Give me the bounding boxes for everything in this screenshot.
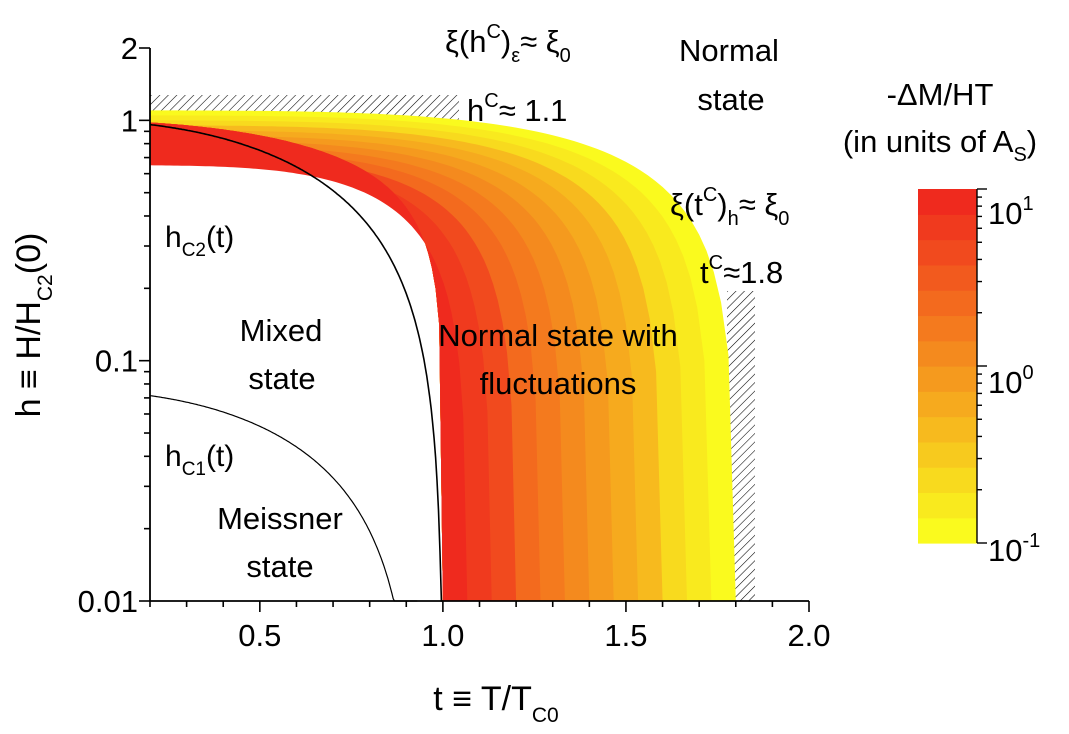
hc2-curve [149, 123, 443, 602]
normal-state-label-2: state [697, 82, 764, 117]
hc2-label: hC2(t) [165, 221, 234, 261]
colorbar-cell-6 [918, 366, 977, 392]
hc1-label: hC1(t) [165, 440, 234, 480]
y-tick-label-1: 1 [121, 103, 138, 138]
x-axis-label: t ≡ T/TC0 [433, 680, 558, 727]
mixed-state-label-2: state [248, 361, 315, 396]
fluct-state-label-1: Normal state with [438, 318, 677, 353]
mixed-state-label-1: Mixed [240, 313, 323, 348]
xi-h-annotation: ξ(hC)ε≈ ξ0 [445, 21, 571, 67]
colorbar-cell-11 [918, 239, 977, 266]
colorbar-cell-0 [918, 517, 977, 544]
colorbar: -ΔM/HT (in units of AS) 101 100 10-1 [843, 77, 1040, 568]
y-tick-label-2: 2 [121, 31, 138, 66]
x-tick-label-0.5: 0.5 [238, 618, 281, 653]
colorbar-tick-10^1: 101 [988, 193, 1034, 231]
colorbar-cell-12 [918, 214, 977, 241]
tc-value-annotation: tC≈1.8 [700, 252, 783, 290]
colorbar-cell-3 [918, 441, 977, 468]
meissner-label-1: Meissner [217, 501, 343, 536]
meissner-label-2: state [246, 549, 313, 584]
hc-value-annotation: hC≈ 1.1 [467, 90, 567, 128]
x-tick-label-2.0: 2.0 [787, 618, 830, 653]
colorbar-cell-13 [918, 189, 977, 215]
colorbar-cell-2 [918, 467, 977, 494]
x-tick-label-1.0: 1.0 [421, 618, 464, 653]
colorbar-title-1: -ΔM/HT [887, 77, 994, 112]
colorbar-title-2: (in units of AS) [843, 124, 1037, 166]
y-tick-label-0.01: 0.01 [78, 584, 138, 619]
colorbar-cell-9 [918, 290, 977, 317]
colorbar-cell-10 [918, 264, 977, 291]
xi-t-annotation: ξ(tC)h≈ ξ0 [670, 184, 789, 230]
colorbar-cell-8 [918, 315, 977, 342]
colorbar-cell-5 [918, 391, 977, 418]
x-tick-label-1.5: 1.5 [604, 618, 647, 653]
colorbar-cell-7 [918, 340, 977, 367]
hc1-curve [149, 395, 418, 602]
region-labels: Normal state Normal state with fluctuati… [217, 33, 779, 584]
fluct-state-label-2: fluctuations [480, 366, 637, 401]
colorbar-cell-1 [918, 492, 977, 519]
colorbar-cell-4 [918, 416, 977, 443]
colorbar-tick-10^0: 100 [988, 362, 1034, 400]
x-axis-ticks: 0.5 1.0 1.5 2.0 [149, 601, 831, 653]
y-tick-label-0.1: 0.1 [95, 344, 138, 379]
normal-state-label-1: Normal [679, 33, 779, 68]
colorbar-tick-10^-1: 10-1 [988, 530, 1040, 568]
y-axis-label: h ≡ H/HC2(0) [10, 233, 57, 418]
fluctuation-contours [150, 110, 736, 601]
y-axis-ticks: 0.01 0.1 1 2 [78, 31, 150, 619]
